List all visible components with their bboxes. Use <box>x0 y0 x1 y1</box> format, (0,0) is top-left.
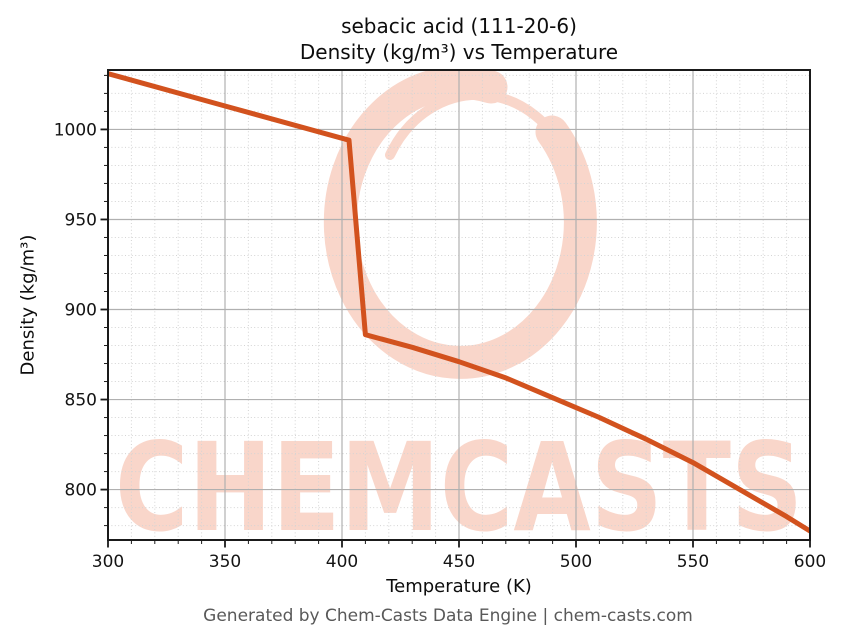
chart-title-line2: Density (kg/m³) vs Temperature <box>299 40 619 64</box>
plot-area: CHEMCASTS <box>108 70 810 540</box>
x-tick-label: 550 <box>677 552 709 572</box>
chart-title-line1: sebacic acid (111-20-6) <box>341 14 577 38</box>
y-tick-label: 800 <box>65 481 97 501</box>
watermark-text: CHEMCASTS <box>115 417 803 540</box>
y-axis-label: Density (kg/m³) <box>17 234 39 376</box>
x-tick-label: 600 <box>794 552 826 572</box>
y-tick-label: 1000 <box>54 120 97 140</box>
y-tick-label: 850 <box>65 391 97 411</box>
x-tick-label: 450 <box>443 552 475 572</box>
y-tick-labels: 800 850 900 950 1000 <box>54 120 97 500</box>
x-tick-label: 350 <box>209 552 241 572</box>
y-tick-label: 900 <box>65 301 97 321</box>
x-tick-labels: 300 350 400 450 500 550 600 <box>92 552 826 572</box>
y-tick-label: 950 <box>65 210 97 230</box>
x-tick-label: 400 <box>326 552 358 572</box>
watermark: CHEMCASTS <box>115 70 803 540</box>
x-axis-label: Temperature (K) <box>386 576 532 597</box>
x-tick-label: 500 <box>560 552 592 572</box>
x-tick-label: 300 <box>92 552 124 572</box>
footer-text: Generated by Chem-Casts Data Engine | ch… <box>203 606 693 626</box>
